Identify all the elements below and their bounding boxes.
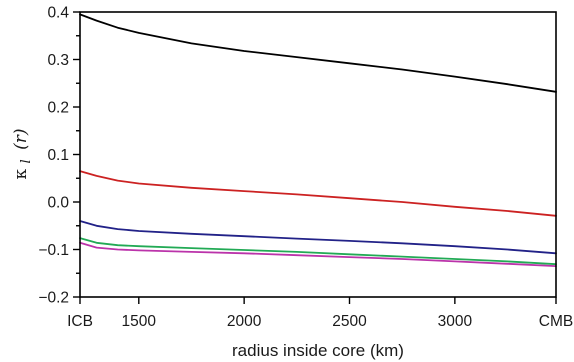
series-line-2: [79, 170, 557, 217]
series-line-1: [79, 13, 557, 93]
x-tick-label: ICB: [67, 313, 93, 330]
series-line-4: [79, 237, 557, 266]
plot-frame: [79, 11, 557, 298]
series-layer: [79, 13, 557, 267]
y-tick-label: −0.1: [38, 242, 69, 259]
y-tick-label: 0.4: [47, 5, 69, 22]
y-tick-label: 0.3: [47, 52, 69, 69]
y-tick-label: 0.2: [47, 100, 69, 117]
series-line-5: [79, 241, 557, 267]
y-axis-argument: (r): [11, 128, 31, 149]
y-tick-label: −0.2: [38, 290, 69, 307]
x-tick-label: CMB: [539, 313, 573, 330]
x-tick-label: 1500: [122, 313, 157, 330]
y-tick-label: 0.0: [47, 195, 69, 212]
labels-layer: 0.4 0.3 0.2 0.1 0.0 −0.1 −0.2 ICB 1500 2000 2500 30…: [38, 5, 573, 331]
x-tick-label: 3000: [438, 313, 473, 330]
y-axis-subscript: l: [19, 159, 34, 163]
y-axis-title: κ l (r): [11, 128, 35, 179]
y-tick-label: 0.1: [47, 147, 69, 164]
x-axis-title: radius inside core (km): [232, 341, 404, 360]
x-tick-label: 2000: [227, 313, 262, 330]
y-axis-symbol: κ: [11, 169, 31, 180]
series-line-3: [79, 220, 557, 255]
x-tick-label: 2500: [332, 313, 367, 330]
